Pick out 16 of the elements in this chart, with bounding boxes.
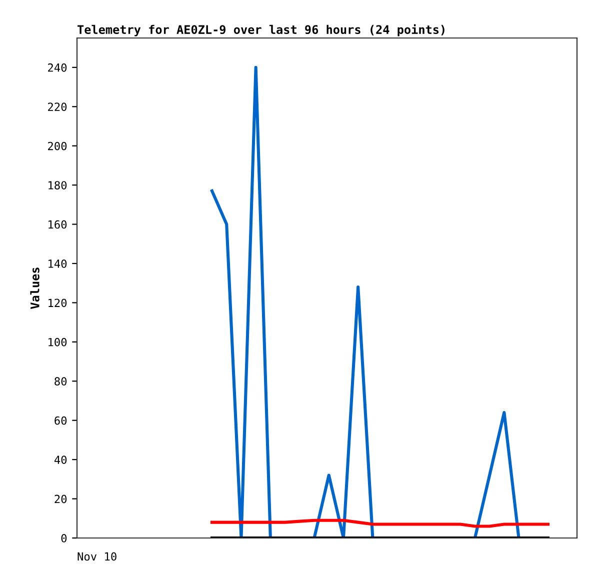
y-tick-label: 220 (48, 102, 67, 112)
chart-title: Telemetry for AE0ZL-9 over last 96 hours (24 points) (78, 24, 444, 36)
y-axis-title: Values (30, 268, 40, 309)
y-tick-label: 200 (48, 142, 67, 150)
y-tick-label: 20 (54, 494, 67, 504)
y-tick-label: 80 (54, 377, 67, 386)
y-tick-label: 240 (48, 63, 67, 72)
y-tick-label: 60 (54, 416, 67, 425)
y-tick-label: 140 (48, 259, 67, 268)
y-tick-label: 160 (48, 220, 67, 229)
y-tick-label: 120 (48, 298, 67, 308)
y-tick-label: 100 (48, 338, 67, 346)
text: Nov 10 (78, 552, 116, 561)
y-tick-label: 40 (54, 456, 67, 464)
y-tick-label: 0 (61, 534, 67, 542)
y-tick-label: 180 (48, 181, 67, 190)
